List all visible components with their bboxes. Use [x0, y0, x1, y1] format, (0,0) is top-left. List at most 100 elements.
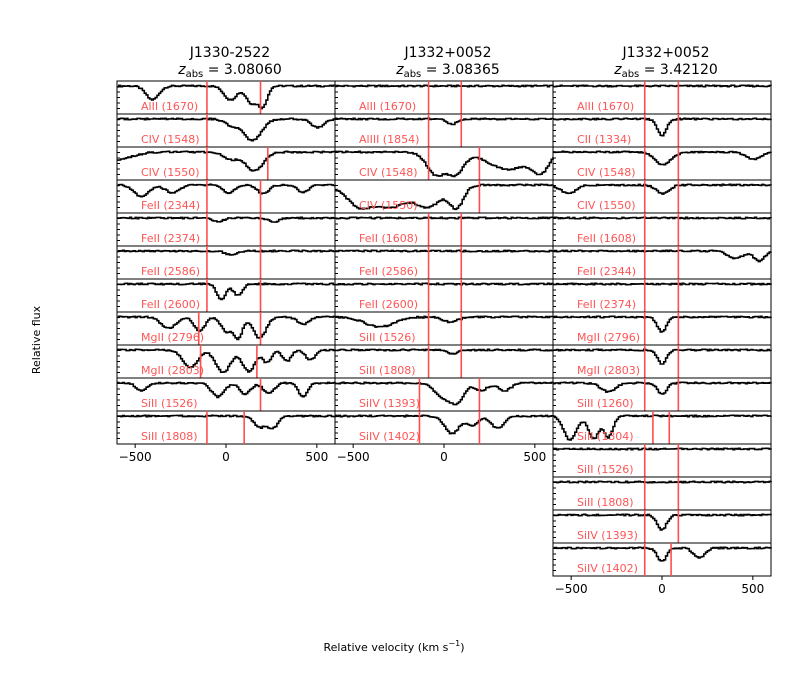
column-redshift: zabs = 3.42120: [613, 62, 718, 80]
ion-label: SiII (1808): [141, 430, 198, 443]
spectrum-panel: CIV (1548): [334, 146, 554, 181]
spectrum-panel: MgII (2803): [116, 344, 336, 379]
ion-label: MgII (2796): [577, 331, 640, 344]
ion-label: SiII (1304): [577, 430, 634, 443]
ion-label: FeII (2600): [141, 298, 200, 311]
ion-label: FeII (2344): [577, 265, 636, 278]
spectrum-trace: [335, 315, 554, 328]
ion-label: FeII (1608): [359, 232, 418, 245]
spectrum-trace: [553, 480, 772, 484]
ion-label: SiIV (1402): [577, 562, 638, 575]
spectrum-panel: FeII (2586): [334, 245, 554, 280]
ion-label: MgII (2796): [141, 331, 204, 344]
ion-label: CIV (1548): [141, 133, 200, 146]
column-redshift: zabs = 3.08365: [395, 62, 500, 80]
spectrum-trace: [117, 117, 336, 142]
spectrum-trace: [117, 348, 336, 373]
spectrum-panel: MgII (2796): [116, 311, 336, 346]
spectrum-panel: FeII (1608): [552, 212, 772, 247]
spectrum-trace: [117, 414, 336, 430]
spectrum-trace: [553, 249, 772, 263]
ion-label: SiII (1526): [141, 397, 198, 410]
spectrum-trace: [553, 216, 772, 220]
spectrum-panel: SiII (1808): [334, 344, 554, 379]
x-tick-label: −500: [119, 450, 152, 464]
spectrum-trace: [553, 315, 772, 333]
spectrum-trace: [335, 282, 554, 286]
spectrum-trace: [553, 84, 772, 88]
x-axis-label-exponent: −1: [448, 639, 460, 648]
ion-label: MgII (2803): [577, 364, 640, 377]
ion-label: FeII (2586): [141, 265, 200, 278]
spectrum-trace: [335, 348, 554, 355]
spectrum-panel: SiII (1526): [334, 311, 554, 346]
ion-label: SiII (1526): [359, 331, 416, 344]
x-tick-label: 500: [305, 450, 328, 464]
spectrum-panel: SiII (1526): [116, 377, 336, 412]
spectrum-panel: SiIV (1402): [334, 410, 554, 445]
ion-label: FeII (2344): [141, 199, 200, 212]
spectrum-panel: FeII (2600): [116, 278, 336, 313]
spectrum-trace: [553, 282, 772, 286]
ion-label: MgII (2803): [141, 364, 204, 377]
ion-label: SiIV (1393): [577, 529, 638, 542]
spectrum-panel: CII (1334): [552, 113, 772, 148]
spectrum-trace: [335, 381, 554, 406]
x-tick-label: 0: [440, 450, 448, 464]
spectrum-trace: [553, 447, 772, 451]
spectrum-panel: FeII (2374): [116, 212, 336, 247]
ion-label: SiIV (1402): [359, 430, 420, 443]
ion-label: SiII (1526): [577, 463, 634, 476]
spectrum-panel: SiIV (1402): [552, 542, 772, 577]
spectrum-panel: FeII (2344): [552, 245, 772, 280]
ion-label: CIV (1548): [359, 166, 418, 179]
ion-label: CIV (1550): [141, 166, 200, 179]
y-axis-label: Relative flux: [30, 305, 43, 374]
spectrum-panel: FeII (2344): [116, 179, 336, 214]
x-tick-label: 0: [222, 450, 230, 464]
spectrum-trace: [117, 84, 336, 110]
ion-label: AlIII (1854): [359, 133, 419, 146]
spectrum-trace: [335, 183, 554, 211]
spectrum-trace: [117, 183, 336, 198]
ion-label: AlII (1670): [359, 100, 416, 113]
spectrum-panel: FeII (2374): [552, 278, 772, 313]
spectrum-panel: AlIII (1854): [334, 113, 554, 148]
spectrum-trace: [117, 216, 336, 223]
ion-label: CIV (1550): [577, 199, 636, 212]
spectrum-panel: AlII (1670): [552, 80, 772, 115]
ion-label: FeII (2600): [359, 298, 418, 311]
column-redshift: zabs = 3.08060: [177, 62, 282, 80]
spectrum-trace: [335, 117, 554, 126]
ion-label: SiII (1260): [577, 397, 634, 410]
spectrum-panel: SiIV (1393): [334, 377, 554, 412]
spectrum-panel: CIV (1550): [116, 146, 336, 181]
spectrum-panel: FeII (2586): [116, 245, 336, 280]
x-tick-label: 500: [523, 450, 546, 464]
spectrum-trace: [335, 216, 554, 220]
ion-label: CIV (1550): [359, 199, 418, 212]
column-title: J1330-2522: [189, 45, 270, 61]
ion-label: CII (1334): [577, 133, 631, 146]
spectrum-trace: [553, 381, 772, 395]
spectrum-trace: [117, 315, 336, 341]
ion-label: AlII (1670): [577, 100, 634, 113]
spectrum-trace: [553, 348, 772, 365]
spectrum-trace: [553, 183, 772, 195]
spectrum-panel: CIV (1548): [552, 146, 772, 181]
ion-label: FeII (2374): [141, 232, 200, 245]
spectrum-panel: SiII (1260): [552, 377, 772, 412]
spectrum-panel: SiIV (1393): [552, 509, 772, 544]
ion-label: SiII (1808): [359, 364, 416, 377]
x-tick-label: −500: [555, 582, 588, 596]
spectrum-trace: [553, 546, 772, 562]
spectrum-trace: [553, 150, 772, 166]
spectrum-panel: CIV (1550): [334, 179, 554, 214]
column-title: J1332+0052: [403, 45, 491, 61]
spectrum-panel: CIV (1550): [552, 179, 772, 214]
spectrum-trace: [553, 513, 772, 531]
